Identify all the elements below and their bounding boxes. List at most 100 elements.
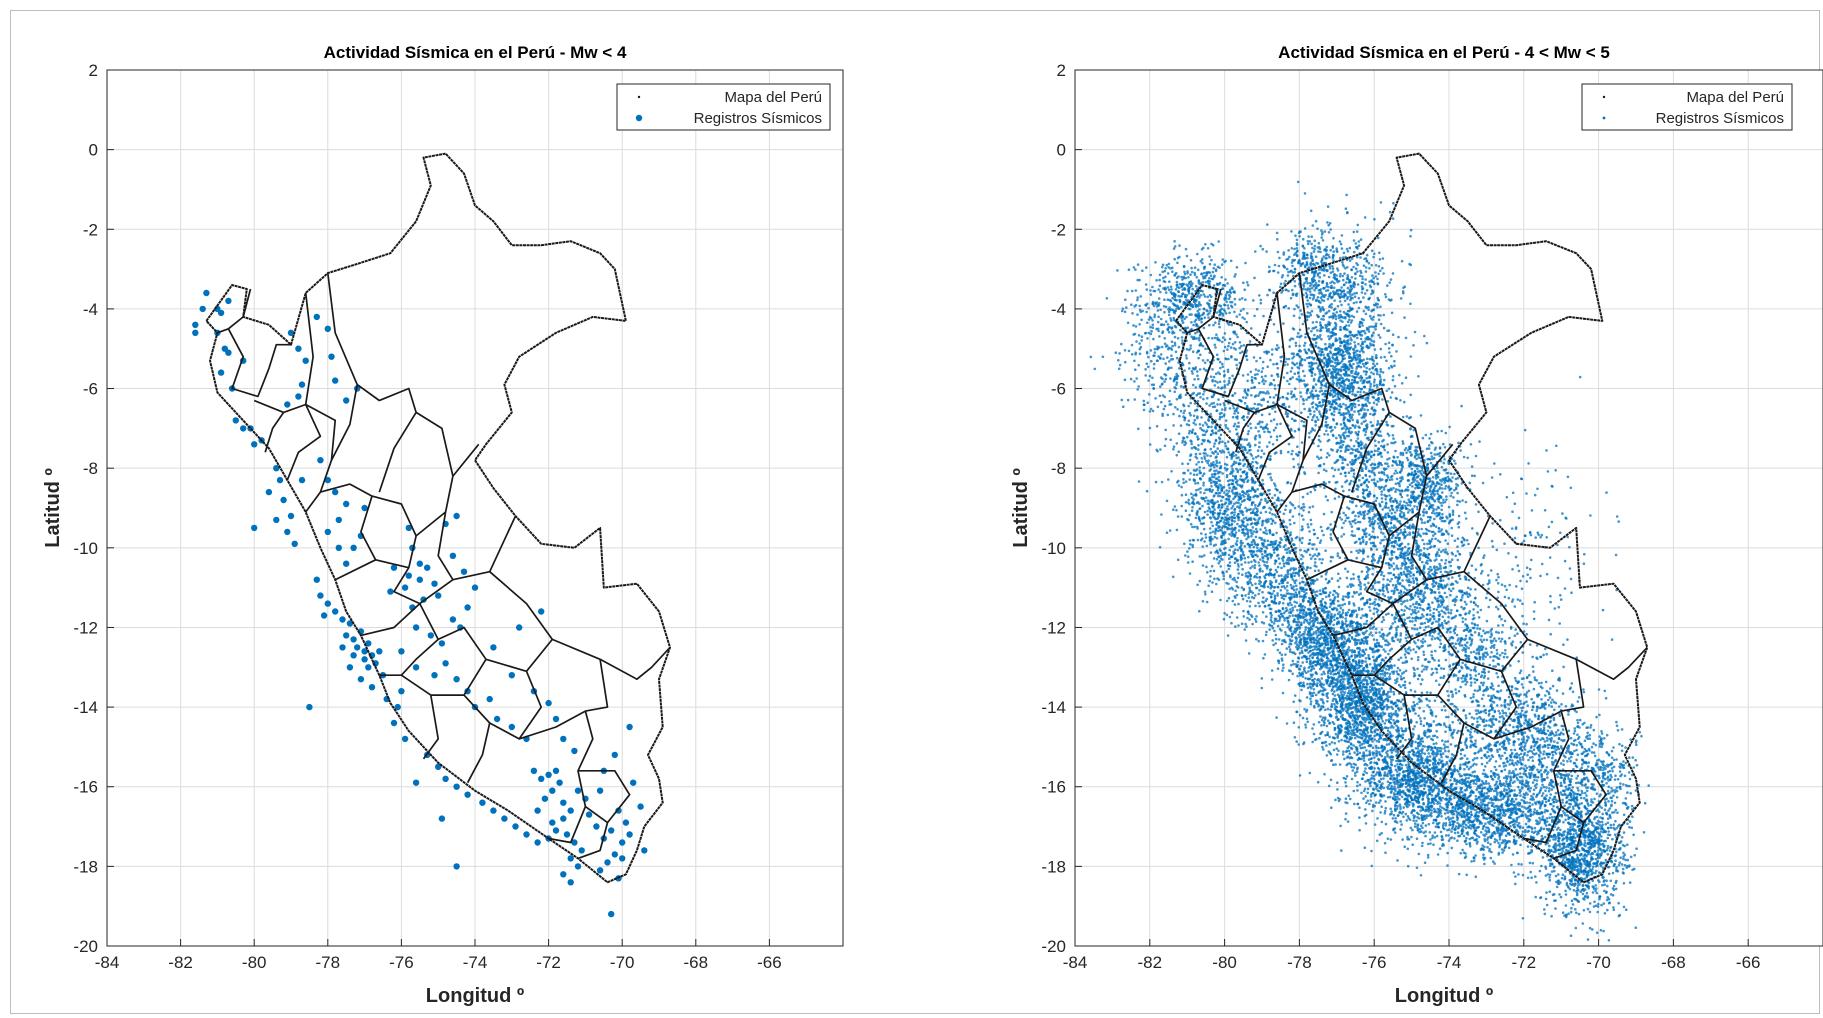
seismic-record-point (1190, 270, 1194, 274)
seismic-record-point (1132, 266, 1136, 269)
seismic-record-point (1167, 308, 1170, 311)
y-tick-label: -6 (83, 380, 98, 399)
seismic-record-point (1229, 346, 1233, 349)
seismic-record-point (1230, 555, 1234, 558)
seismic-record-point (1185, 423, 1189, 426)
seismic-record-point (1258, 294, 1261, 297)
seismic-record-point (493, 715, 501, 723)
seismic-record-point (1281, 594, 1285, 598)
seismic-record-point (1237, 421, 1240, 425)
seismic-record-point (1316, 639, 1319, 643)
seismic-record-point (1205, 309, 1208, 312)
seismic-record-point (1159, 323, 1163, 327)
seismic-record-point (1253, 541, 1256, 544)
seismic-record-point (1188, 547, 1191, 550)
seismic-record-point (1265, 532, 1269, 535)
seismic-record-point (1287, 645, 1291, 649)
seismic-record-point (538, 775, 545, 782)
seismic-record-point (1333, 726, 1337, 730)
seismic-record-point (1217, 338, 1220, 341)
seismic-record-point (1203, 499, 1207, 503)
seismic-record-point (1235, 266, 1239, 269)
seismic-record-point (534, 839, 541, 846)
seismic-record-point (1412, 666, 1415, 670)
seismic-record-point (1198, 302, 1201, 306)
seismic-record-point (1140, 335, 1144, 339)
seismic-record-point (1180, 504, 1183, 508)
seismic-record-point (1315, 645, 1318, 649)
seismic-record-point (1316, 536, 1319, 540)
seismic-record-point (516, 624, 523, 631)
seismic-record-point (398, 648, 405, 655)
seismic-record-point (1252, 558, 1256, 562)
seismic-record-point (1345, 749, 1349, 753)
seismic-record-point (1236, 514, 1239, 518)
seismic-record-point (1373, 686, 1377, 690)
seismic-record-point (1222, 574, 1225, 578)
seismic-record-point (1200, 457, 1204, 460)
seismic-record-point (1217, 512, 1220, 515)
seismic-record-point (1220, 516, 1223, 519)
seismic-record-point (1329, 523, 1332, 526)
seismic-record-point (1268, 607, 1272, 610)
seismic-record-point (1193, 409, 1197, 412)
seismic-record-point (390, 564, 398, 571)
seismic-record-point (1256, 546, 1259, 550)
seismic-record-point (357, 676, 365, 683)
seismic-record-point (1206, 454, 1209, 457)
seismic-record-point (1282, 562, 1286, 565)
legend-entry-records: Registros Sísmicos (694, 110, 822, 127)
x-tick-label: -74 (463, 953, 488, 972)
seismic-record-point (1187, 287, 1190, 291)
seismic-record-point (1226, 348, 1229, 351)
seismic-record-point (1239, 443, 1243, 447)
seismic-record-point (1181, 462, 1184, 466)
seismic-record-point (1219, 557, 1223, 560)
seismic-record-point (1233, 513, 1236, 517)
seismic-record-point (1265, 561, 1269, 564)
seismic-record-point (1158, 278, 1161, 282)
seismic-record-point (1209, 309, 1212, 313)
seismic-record-point (1236, 548, 1240, 552)
seismic-record-point (1169, 438, 1172, 442)
seismic-record-point (1167, 288, 1171, 292)
seismic-record-point (1226, 447, 1230, 450)
seismic-record-point (1185, 298, 1188, 302)
seismic-record-point (1227, 307, 1230, 310)
seismic-record-point (1189, 280, 1193, 283)
seismic-record-point (1149, 407, 1153, 411)
seismic-record-point (1275, 716, 1278, 719)
seismic-record-point (1242, 307, 1245, 311)
seismic-record-point (1328, 735, 1331, 739)
seismic-record-point (1212, 375, 1216, 379)
seismic-record-point (1301, 527, 1304, 531)
seismic-record-point (1152, 337, 1155, 341)
seismic-record-point (1272, 589, 1276, 593)
seismic-record-point (1428, 699, 1431, 703)
seismic-record-point (1243, 462, 1246, 466)
seismic-record-point (1209, 375, 1213, 379)
seismic-record-point (1206, 499, 1210, 502)
seismic-record-point (1175, 528, 1179, 532)
seismic-record-point (1173, 335, 1177, 339)
seismic-record-point (1190, 492, 1193, 496)
seismic-record-point (1210, 485, 1213, 488)
seismic-record-point (1273, 493, 1277, 497)
seismic-record-point (1149, 293, 1153, 296)
seismic-record-point (1157, 288, 1160, 291)
seismic-record-point (1253, 276, 1256, 280)
seismic-record-point (1206, 359, 1209, 362)
seismic-record-point (1257, 592, 1260, 596)
seismic-record-point (1245, 532, 1248, 535)
seismic-record-point (1116, 269, 1119, 272)
seismic-record-point (1184, 501, 1188, 504)
seismic-record-point (1183, 443, 1186, 447)
seismic-record-point (1152, 362, 1156, 366)
seismic-record-point (1276, 544, 1280, 547)
seismic-record-point (1175, 442, 1179, 445)
seismic-record-point (1229, 291, 1233, 295)
seismic-record-point (1188, 513, 1191, 517)
seismic-record-point (1223, 345, 1227, 349)
seismic-record-point (1222, 577, 1225, 581)
seismic-record-point (1244, 572, 1248, 575)
